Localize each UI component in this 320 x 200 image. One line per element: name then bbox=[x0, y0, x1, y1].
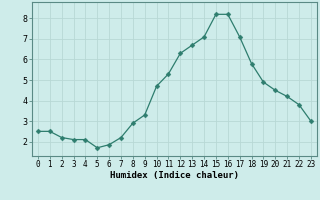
X-axis label: Humidex (Indice chaleur): Humidex (Indice chaleur) bbox=[110, 171, 239, 180]
